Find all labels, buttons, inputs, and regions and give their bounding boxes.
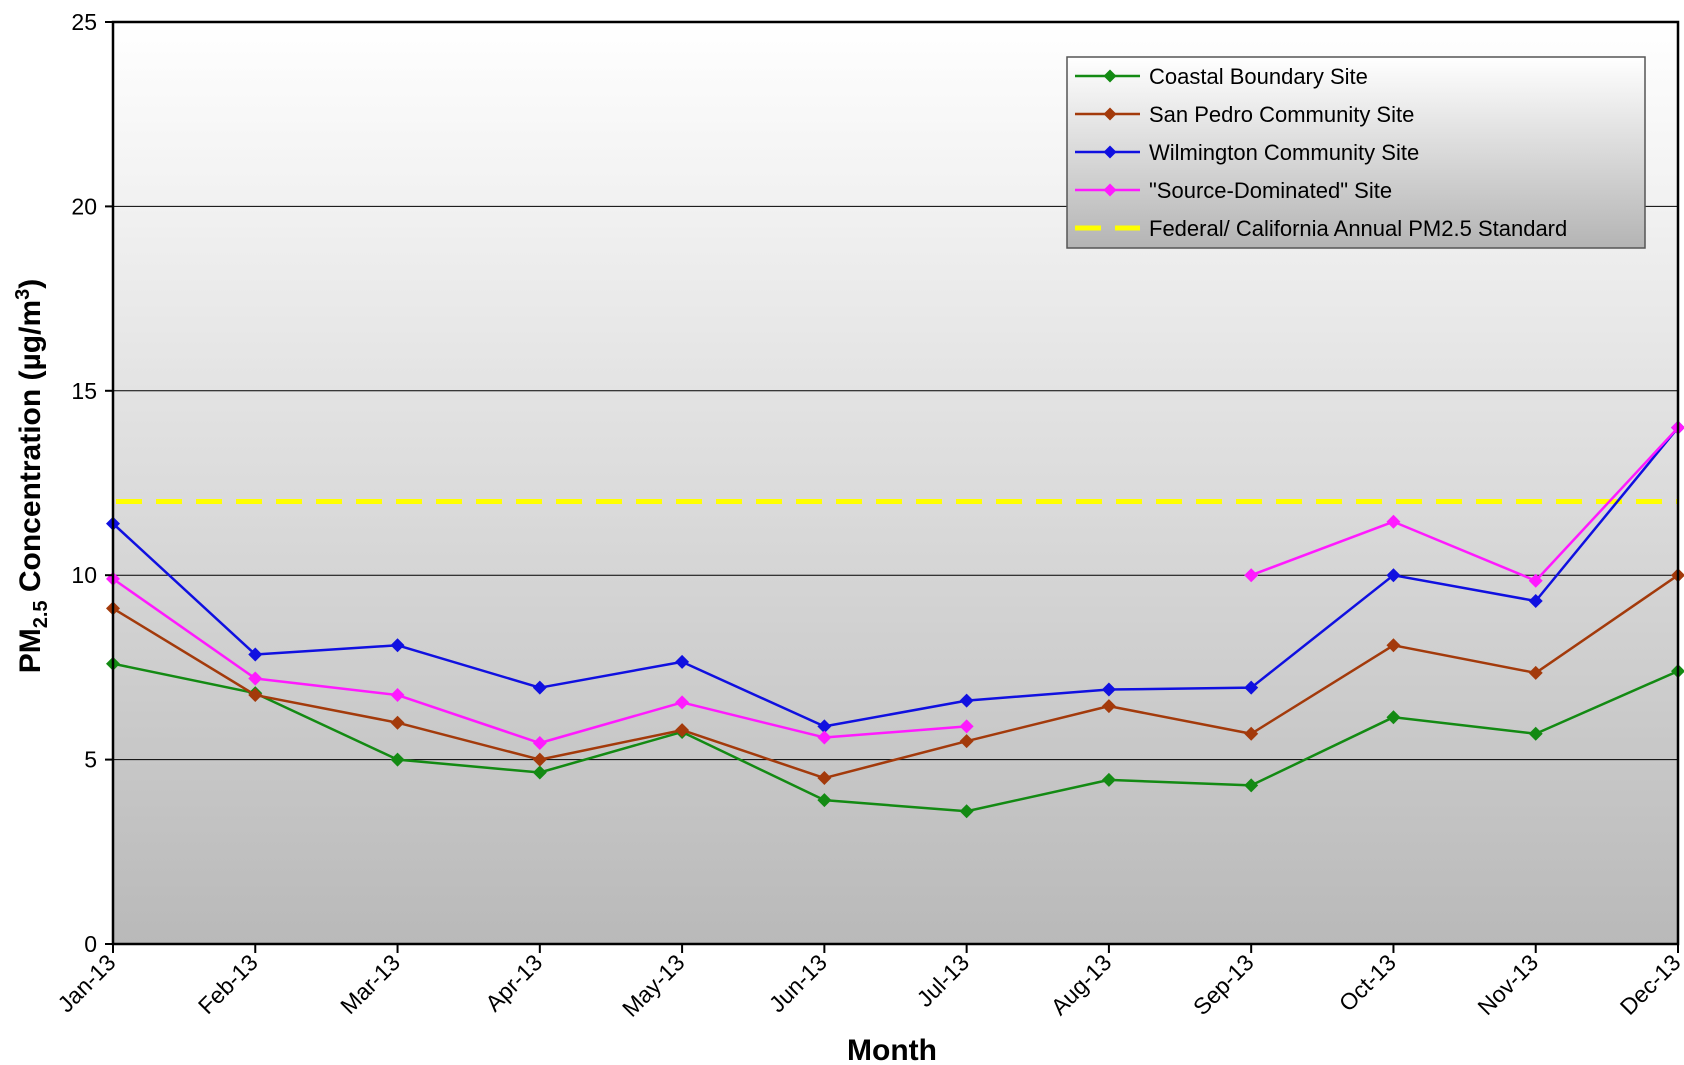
x-tick-label-Jan-13: Jan-13: [52, 949, 120, 1017]
y-tick-label-5: 5: [84, 747, 97, 773]
legend-label-3: "Source-Dominated" Site: [1149, 178, 1392, 203]
legend-marker-3: [1103, 183, 1117, 197]
series-line-0: [112, 662, 1679, 813]
series-layer: [106, 420, 1684, 819]
series-1-point-10: [1528, 665, 1543, 680]
x-tick-label-Nov-13: Nov-13: [1472, 949, 1543, 1020]
legend-item-3: "Source-Dominated" Site: [1075, 178, 1392, 203]
series-3-point-8: [1244, 568, 1259, 583]
series-3-point-3: [532, 736, 547, 751]
x-tick-label-Jun-13: Jun-13: [764, 949, 832, 1017]
y-tick-label-15: 15: [71, 378, 97, 404]
x-tick-label-Dec-13: Dec-13: [1615, 949, 1684, 1020]
series-1-point-3: [532, 752, 547, 767]
series-1-point-1: [248, 688, 263, 703]
legend-label-2: Wilmington Community Site: [1149, 140, 1419, 165]
y-axis-title-subscript: 2.5: [30, 600, 52, 628]
y-axis: 0 5 10 15 20 25: [71, 9, 113, 957]
x-tick-label-Sep-13: Sep-13: [1188, 949, 1259, 1020]
series-1-point-4: [675, 723, 690, 738]
legend-item-1: San Pedro Community Site: [1075, 102, 1414, 127]
legend-item-2: Wilmington Community Site: [1075, 140, 1419, 165]
series-2-point-5: [817, 719, 832, 734]
series-2-point-2: [390, 638, 405, 653]
series-2-point-3: [532, 680, 547, 695]
series-0-point-3: [532, 765, 547, 780]
legend-marker-2: [1103, 145, 1117, 159]
legend-marker-1: [1103, 107, 1117, 121]
series-0: [106, 656, 1684, 819]
x-tick-label-Jul-13: Jul-13: [911, 949, 974, 1012]
series-1-point-7: [1101, 699, 1116, 714]
series-0-point-5: [817, 793, 832, 808]
legend-label-1: San Pedro Community Site: [1149, 102, 1414, 127]
x-tick-label-Oct-13: Oct-13: [1334, 949, 1401, 1016]
series-3-point-9: [1386, 514, 1401, 529]
x-tick-label-Apr-13: Apr-13: [480, 949, 547, 1016]
y-axis-title-superscript: 3: [12, 289, 34, 300]
series-2-point-7: [1101, 682, 1116, 697]
y-axis-title-suffix: ): [14, 279, 47, 289]
series-2-point-6: [959, 693, 974, 708]
y-axis-title-prefix: PM: [14, 628, 47, 673]
series-0-point-9: [1386, 710, 1401, 725]
series-3-point-10: [1528, 573, 1543, 588]
legend-marker-0: [1103, 69, 1117, 83]
gridlines: [113, 205, 1678, 761]
plot-border: [111, 20, 1680, 946]
series-3: [106, 420, 1684, 751]
x-axis-title: Month: [847, 1034, 937, 1065]
series-3-point-4: [675, 695, 690, 710]
series-0-point-7: [1101, 772, 1116, 787]
series-0-point-10: [1528, 726, 1543, 741]
series-0-point-6: [959, 804, 974, 819]
series-2-point-10: [1528, 594, 1543, 609]
legend-item-0: Coastal Boundary Site: [1075, 64, 1368, 89]
series-1-point-8: [1244, 726, 1259, 741]
series-2-point-1: [248, 647, 263, 662]
series-3-point-5: [817, 730, 832, 745]
y-tick-label-0: 0: [84, 931, 97, 957]
series-2-point-9: [1386, 568, 1401, 583]
legend: Coastal Boundary Site San Pedro Community…: [1066, 56, 1646, 249]
series-2-point-4: [675, 654, 690, 669]
series-3-point-2: [390, 688, 405, 703]
y-tick-label-25: 25: [71, 9, 97, 35]
legend-item-4: Federal/ California Annual PM2.5 Standar…: [1075, 216, 1567, 241]
series-0-point-2: [390, 752, 405, 767]
series-line-2: [112, 426, 1679, 728]
series-2: [106, 420, 1684, 734]
y-tick-label-10: 10: [71, 562, 97, 588]
y-axis-title: PM2.5 Concentration (µg/m3): [12, 279, 52, 674]
series-1-point-5: [817, 771, 832, 786]
x-tick-label-Aug-13: Aug-13: [1046, 949, 1117, 1020]
legend-label-0: Coastal Boundary Site: [1149, 64, 1368, 89]
y-tick-label-20: 20: [71, 193, 97, 219]
x-axis: Jan-13 Feb-13 Mar-13 Apr-13 May-13 Jun-13 Jul-…: [52, 944, 1684, 1022]
x-tick-label-May-13: May-13: [617, 949, 690, 1022]
series-3-point-1: [248, 671, 263, 686]
series-1-point-9: [1386, 638, 1401, 653]
series-1-point-6: [959, 734, 974, 749]
series-0-point-8: [1244, 778, 1259, 793]
series-1-point-2: [390, 715, 405, 730]
y-axis-title-main: Concentration (µg/m: [14, 300, 47, 601]
series-line-1: [112, 574, 1679, 780]
series-2-point-8: [1244, 680, 1259, 695]
legend-box: [1066, 56, 1646, 249]
legend-label-4: Federal/ California Annual PM2.5 Standar…: [1149, 216, 1567, 241]
x-tick-label-Feb-13: Feb-13: [193, 949, 263, 1019]
x-tick-label-Mar-13: Mar-13: [335, 949, 405, 1019]
series-3-point-6: [959, 719, 974, 734]
